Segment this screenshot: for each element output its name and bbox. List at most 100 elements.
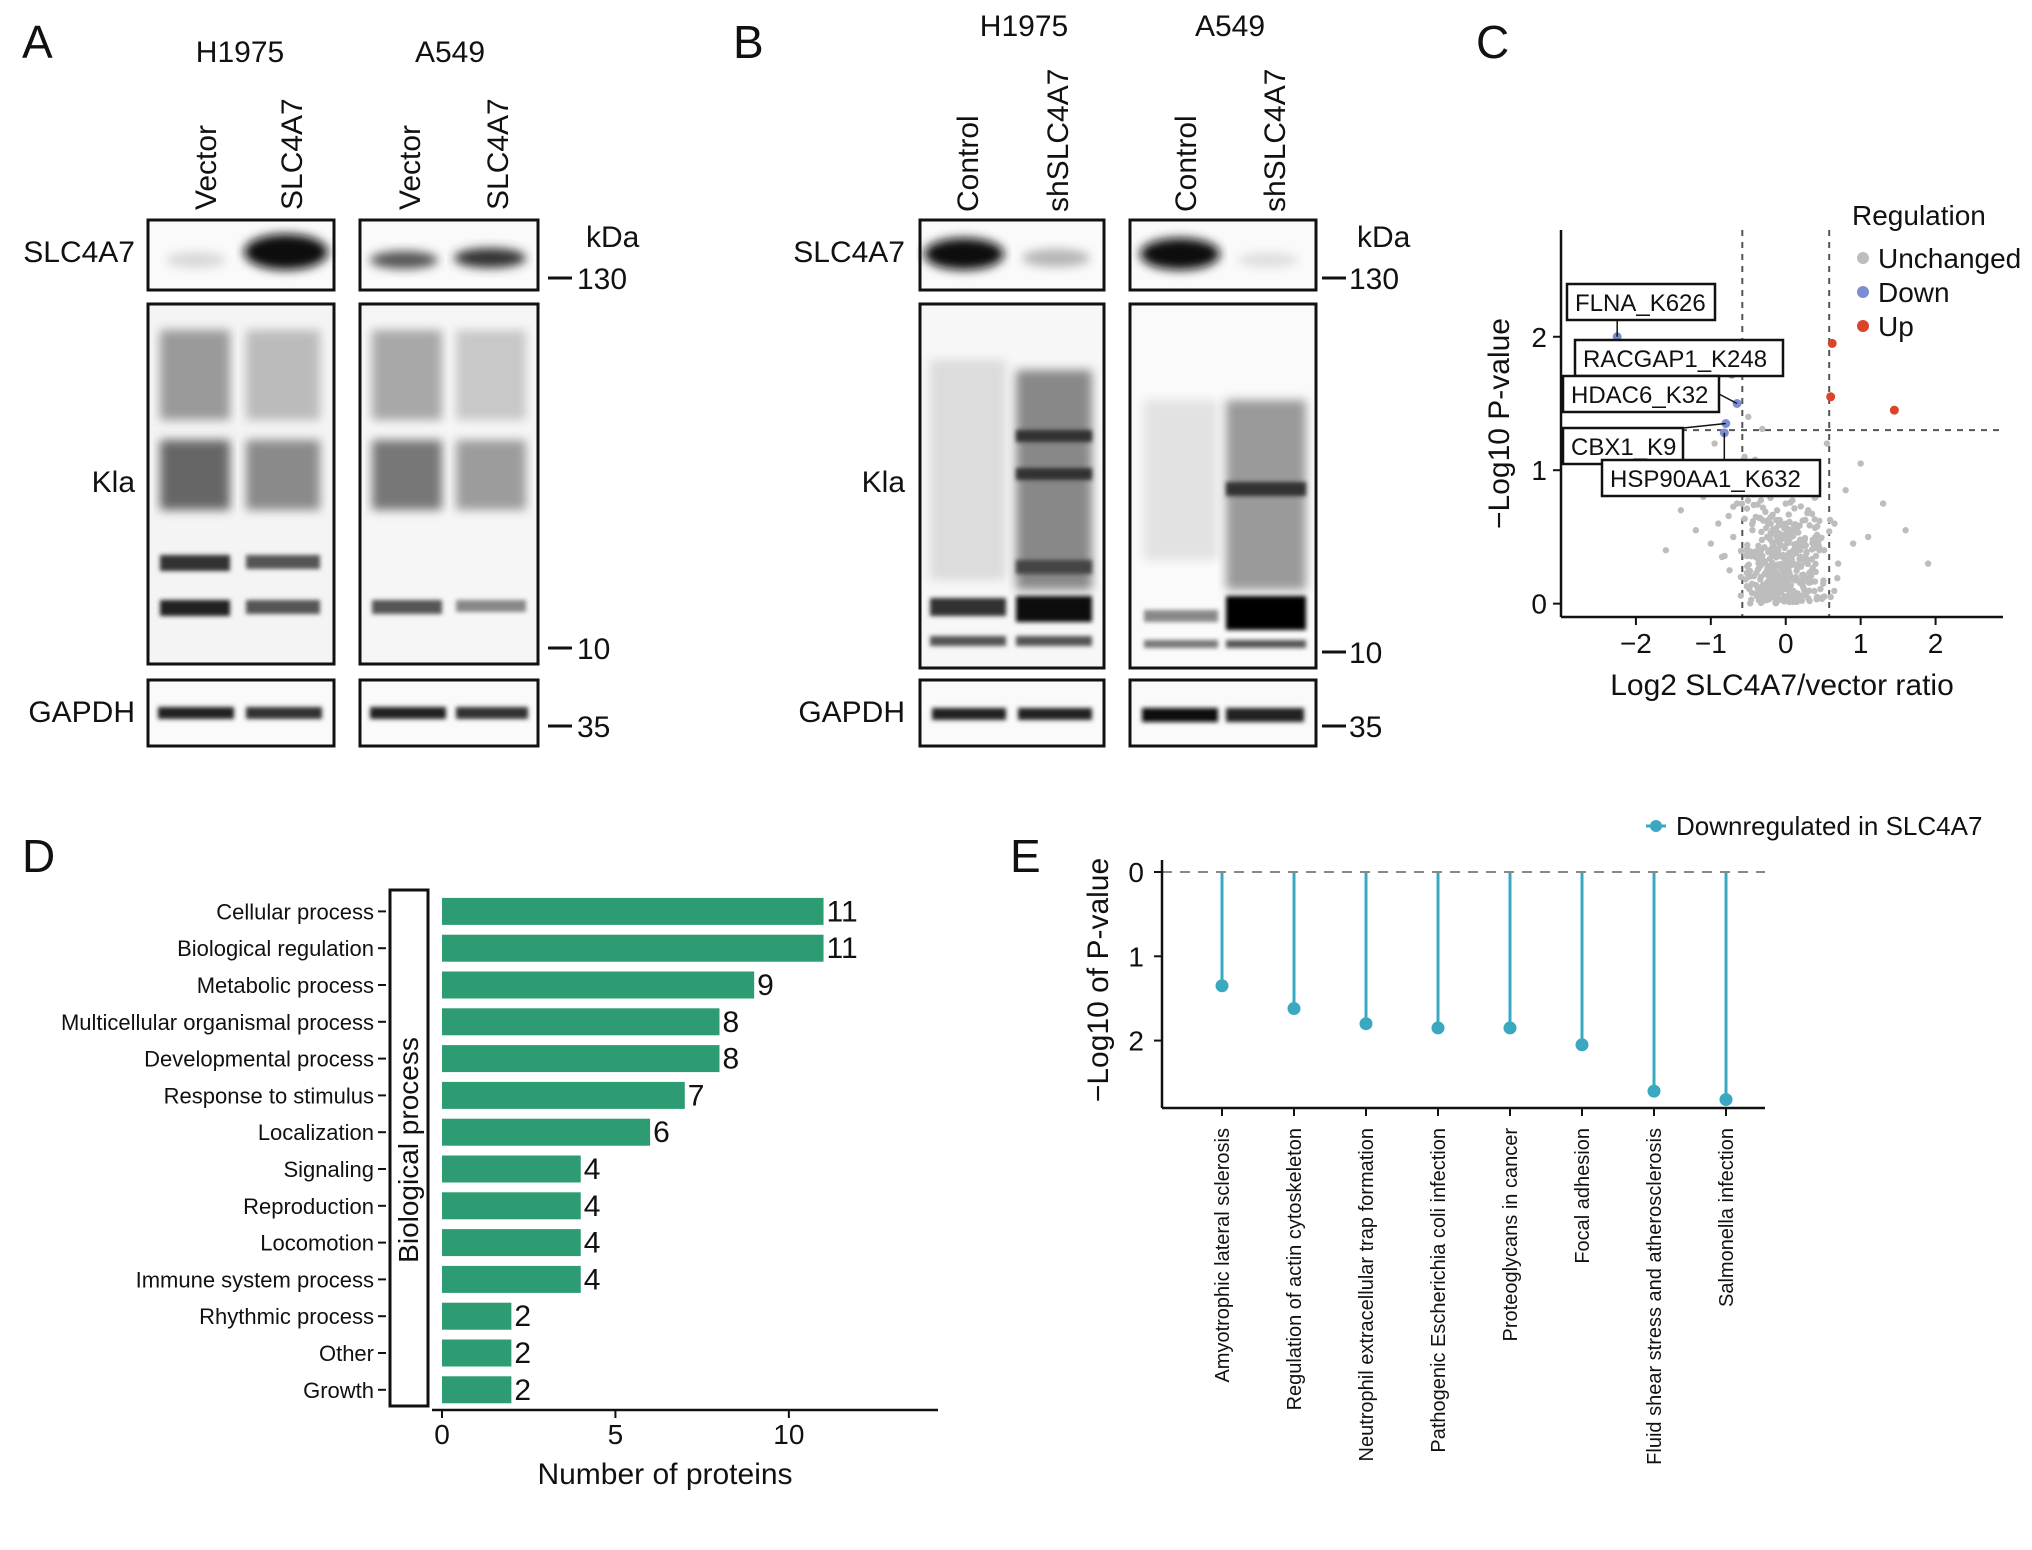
bar-value-label: 8 [722, 1043, 739, 1076]
legend-swatch-unchanged [1857, 252, 1869, 264]
data-point-unchanged [1805, 595, 1812, 602]
data-point-unchanged [1769, 511, 1776, 518]
x-tick-label: 2 [1928, 628, 1944, 659]
x-tick-label: Salmonella infection [1716, 1128, 1738, 1307]
y-axis-title: −Log10 of P-value [1082, 858, 1115, 1102]
category-label: Reproduction [243, 1194, 374, 1219]
blot-gapdh-h1975 [146, 678, 336, 748]
data-point-unchanged [1725, 512, 1732, 520]
data-point-unchanged [1834, 574, 1841, 582]
data-point-unchanged [1692, 527, 1700, 534]
panel-c-letter: C [1476, 16, 1509, 68]
data-point-unchanged [1753, 569, 1760, 576]
category-label: Localization [258, 1120, 374, 1145]
data-point-unchanged [1795, 529, 1802, 536]
data-point-unchanged [1801, 542, 1809, 550]
category-label: Immune system process [136, 1267, 374, 1292]
data-point-unchanged [1826, 516, 1834, 524]
y-tick-label: 1 [1128, 941, 1144, 972]
bar-value-label: 2 [514, 1300, 531, 1333]
blot-gapdh-a549 [358, 678, 540, 748]
data-point-unchanged [1804, 560, 1811, 567]
data-point-unchanged [1779, 567, 1787, 574]
data-point-unchanged [1823, 440, 1831, 447]
category-label: Locomotion [260, 1231, 374, 1256]
bars: Cellular process 11 Biological regulation 1… [61, 895, 858, 1406]
bar-value-label: 4 [584, 1263, 601, 1296]
cell-line-a549: A549 [1195, 10, 1265, 43]
marker-10: 10 [577, 633, 610, 666]
data-point-unchanged [1742, 576, 1749, 583]
data-point-up [1827, 338, 1837, 348]
data-point-unchanged [1754, 552, 1761, 560]
category-label: Cellular process [216, 899, 374, 924]
bar-value-label: 9 [757, 969, 774, 1002]
x-tick-label: −2 [1620, 628, 1652, 659]
x-tick-label: Pathogenic Escherichia coli infection [1428, 1128, 1450, 1453]
data-point-unchanged [1803, 550, 1810, 557]
annotation-leader [1682, 422, 1726, 429]
data-point-unchanged [1879, 500, 1887, 507]
panel-b-letter: B [733, 16, 764, 68]
category-strip [388, 888, 430, 1408]
data-point-unchanged [1791, 560, 1798, 568]
bar [442, 1155, 581, 1183]
data-point-unchanged [1780, 520, 1787, 528]
data-point-unchanged [1791, 520, 1799, 528]
x-tick-label: Proteoglycans in cancer [1500, 1128, 1522, 1342]
lollipop-head [1359, 1017, 1373, 1031]
bar-value-label: 7 [688, 1079, 705, 1112]
data-point-up [1889, 405, 1899, 415]
data-point-unchanged [1744, 541, 1751, 549]
blot-gapdh-h1975 [918, 678, 1106, 748]
x-tick-label: 1 [1853, 628, 1869, 659]
annotation-box [1561, 426, 1685, 466]
panel-a: A H1975 A549 Vector SLC4A7 Vector SLC4A7… [22, 16, 640, 748]
data-point-unchanged [1745, 547, 1752, 554]
annotation-label: CBX1_K9 [1571, 434, 1676, 461]
category-label: Signaling [283, 1157, 374, 1182]
legend: Downregulated in SLC4A7 [1646, 811, 1982, 841]
legend-swatch-dot [1650, 820, 1662, 832]
blot-kla-h1975 [918, 302, 1106, 670]
point-annotations: FLNA_K626 RACGAP1_K248 HDAC6_K32 CBX1_K9 HSP… [1561, 282, 1822, 498]
x-tick-label: Fluid shear stress and atherosclerosis [1644, 1128, 1666, 1465]
blot-slc4a7-a549 [1128, 218, 1318, 292]
data-point-unchanged [1811, 578, 1819, 585]
blot-kla-a549 [358, 302, 540, 666]
data-point-unchanged [1737, 547, 1745, 555]
data-point-unchanged [1808, 546, 1816, 553]
row-label-gapdh: GAPDH [28, 696, 135, 729]
x-tick-label: Focal adhesion [1572, 1128, 1594, 1264]
data-point-unchanged [1774, 561, 1781, 568]
data-point-unchanged [1797, 553, 1804, 561]
data-point-unchanged [1831, 520, 1838, 527]
legend-item-unchanged: Unchanged [1857, 243, 2021, 274]
data-point-unchanged [1752, 513, 1759, 521]
bar [442, 1376, 512, 1404]
data-point-unchanged [1924, 560, 1932, 567]
data-point-unchanged [1662, 547, 1670, 554]
data-point-unchanged [1805, 507, 1812, 514]
bar [442, 897, 824, 925]
data-point-unchanged [1767, 571, 1774, 578]
lollipop-head [1503, 1021, 1517, 1035]
row-label-kla: Kla [92, 466, 136, 499]
data-point-unchanged [1748, 580, 1756, 587]
data-point-unchanged [1795, 593, 1803, 601]
data-point-unchanged [1784, 525, 1792, 533]
data-point-unchanged [1806, 575, 1814, 583]
data-point-unchanged [1778, 584, 1786, 591]
data-point-unchanged [1797, 503, 1805, 510]
data-point-unchanged [1733, 500, 1741, 507]
bar [442, 1118, 651, 1146]
legend-swatch-up [1857, 320, 1869, 332]
blot-slc4a7-h1975 [146, 218, 336, 292]
blot-gapdh-a549 [1128, 678, 1318, 748]
data-point-unchanged [1759, 425, 1766, 433]
data-point-unchanged [1770, 577, 1778, 585]
bar-value-label: 11 [827, 932, 858, 965]
axes: −2 −1 0 1 2 0 1 2 [1531, 230, 2003, 659]
panel-b: B H1975 A549 Control shSLC4A7 Control sh… [733, 10, 1411, 748]
